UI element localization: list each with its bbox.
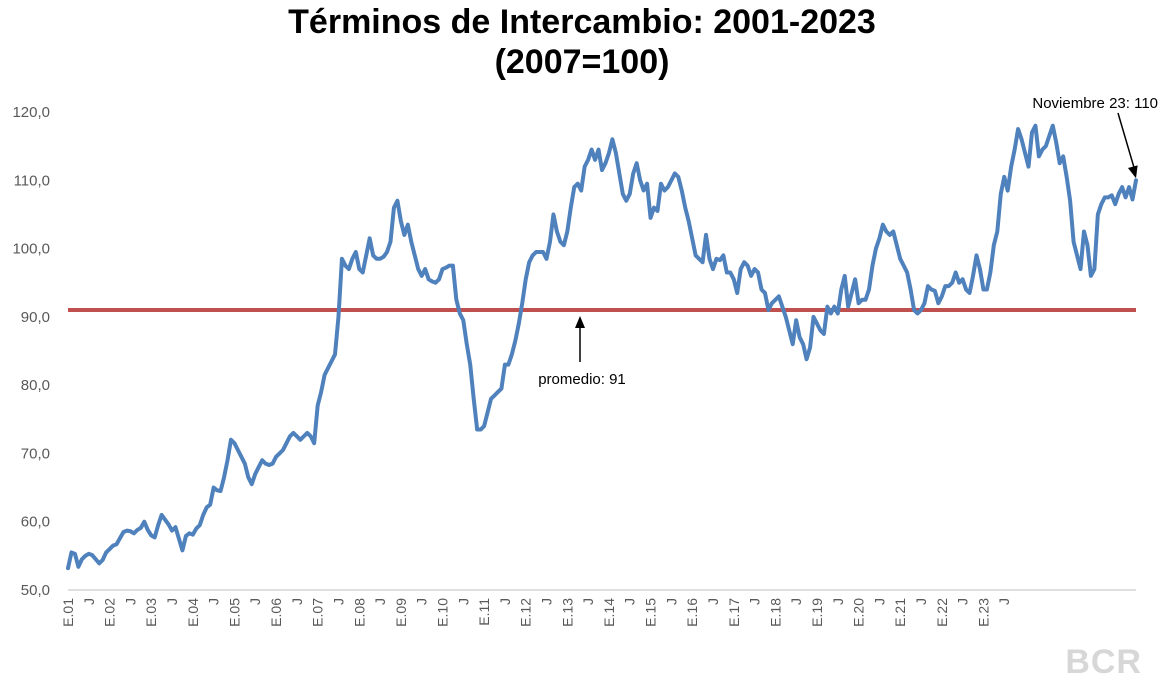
x-tick-label: E.23 bbox=[975, 598, 991, 627]
x-tick-label: J bbox=[247, 598, 263, 605]
x-tick-label: J bbox=[164, 598, 180, 605]
x-tick-label: E.13 bbox=[559, 598, 575, 627]
y-tick-label: 50,0 bbox=[21, 582, 50, 599]
x-tick-label: J bbox=[705, 598, 721, 605]
x-tick-label: J bbox=[206, 598, 222, 605]
x-tick-label: E.22 bbox=[934, 598, 950, 627]
x-tick-label: E.09 bbox=[393, 598, 409, 627]
x-tick-label: J bbox=[455, 598, 471, 605]
x-tick-label: E.16 bbox=[684, 598, 700, 627]
x-tick-label: E.06 bbox=[268, 598, 284, 627]
x-tick-label: J bbox=[955, 598, 971, 605]
x-tick-label: J bbox=[414, 598, 430, 605]
x-tick-label: E.07 bbox=[310, 598, 326, 627]
y-tick-label: 70,0 bbox=[21, 445, 50, 462]
x-tick-label: E.10 bbox=[434, 598, 450, 627]
x-tick-label: E.17 bbox=[726, 598, 742, 627]
x-tick-label: J bbox=[330, 598, 346, 605]
x-tick-label: J bbox=[622, 598, 638, 605]
x-tick-label: J bbox=[372, 598, 388, 605]
annotations: promedio: 91 Noviembre 23: 110 bbox=[538, 95, 1158, 388]
y-tick-label: 100,0 bbox=[12, 241, 50, 258]
x-tick-label: E.02 bbox=[102, 598, 118, 627]
x-tick-label: E.19 bbox=[809, 598, 825, 627]
x-axis: E.01 J E.02 J E.03 J E.04 J E.05 J E.06 J E.07 J E.08 J… bbox=[60, 589, 1136, 627]
average-annotation-arrow-head bbox=[575, 316, 585, 329]
x-tick-label: J bbox=[289, 598, 305, 605]
x-tick-label: J bbox=[996, 598, 1012, 605]
x-tick-label: E.03 bbox=[143, 598, 159, 627]
chart-title-line-2: (2007=100) bbox=[494, 43, 670, 81]
y-tick-label: 90,0 bbox=[21, 309, 50, 326]
average-annotation-label: promedio: 91 bbox=[538, 371, 626, 388]
x-tick-label: E.12 bbox=[518, 598, 534, 627]
x-tick-label: E.14 bbox=[601, 598, 617, 627]
x-tick-label: J bbox=[788, 598, 804, 605]
last-value-annotation-arrow-head bbox=[1127, 165, 1138, 179]
y-tick-label: 110,0 bbox=[14, 172, 50, 189]
last-value-annotation-label: Noviembre 23: 110 bbox=[1032, 95, 1158, 112]
x-tick-label: J bbox=[913, 598, 929, 605]
y-tick-label: 80,0 bbox=[21, 377, 50, 394]
x-tick-label: J bbox=[871, 598, 887, 605]
x-tick-label: J bbox=[122, 598, 138, 605]
y-axis: 50,0 60,0 70,0 80,0 90,0 100,0 110,0 120,0 bbox=[12, 104, 50, 599]
x-tick-label: E.11 bbox=[476, 598, 492, 626]
chart-title: Términos de Intercambio: 2001-2023 (2007… bbox=[0, 2, 1164, 82]
x-tick-label: E.18 bbox=[767, 598, 783, 627]
last-value-annotation-arrow bbox=[1117, 112, 1137, 175]
x-tick-label: E.01 bbox=[60, 598, 76, 627]
x-tick-label: J bbox=[497, 598, 513, 605]
x-tick-label: E.05 bbox=[226, 598, 242, 627]
x-tick-label: J bbox=[663, 598, 679, 605]
x-tick-label: E.15 bbox=[643, 598, 659, 627]
x-tick-label: J bbox=[580, 598, 596, 605]
x-tick-label: E.08 bbox=[351, 598, 367, 627]
x-tick-label: E.20 bbox=[851, 598, 867, 627]
series-group bbox=[66, 123, 1138, 571]
bcr-watermark-logo: BCR bbox=[1065, 643, 1142, 681]
chart-title-line-1: Términos de Intercambio: 2001-2023 bbox=[288, 3, 876, 41]
series-line-terminos-de-intercambio bbox=[66, 123, 1138, 571]
x-tick-label: E.04 bbox=[185, 598, 201, 627]
y-tick-label: 120,0 bbox=[12, 104, 50, 121]
x-tick-label: J bbox=[830, 598, 846, 605]
x-tick-label: J bbox=[747, 598, 763, 605]
x-tick-label: J bbox=[539, 598, 555, 605]
y-tick-label: 60,0 bbox=[21, 514, 50, 531]
x-tick-label: J bbox=[81, 598, 97, 605]
x-tick-label: E.21 bbox=[892, 598, 908, 627]
